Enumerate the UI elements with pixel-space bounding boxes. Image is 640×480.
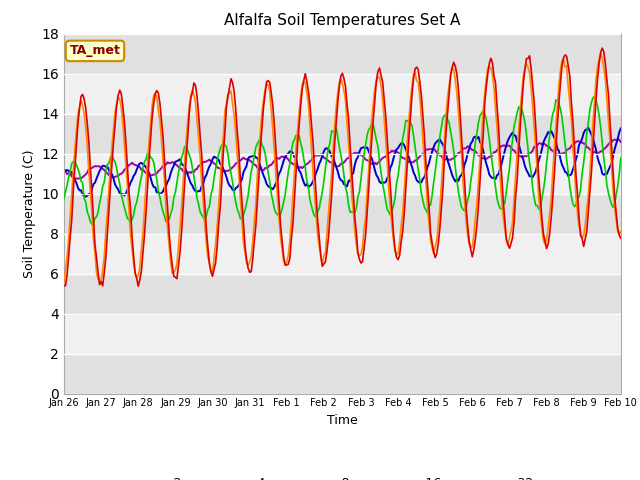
Bar (64, 114, 621, 154)
Bar (64, 73, 621, 114)
Title: Alfalfa Soil Temperatures Set A: Alfalfa Soil Temperatures Set A (224, 13, 461, 28)
Bar (64, 274, 621, 313)
Bar (64, 154, 621, 193)
Bar (64, 354, 621, 394)
Bar (64, 313, 621, 354)
Y-axis label: Soil Temperature (C): Soil Temperature (C) (23, 149, 36, 278)
X-axis label: Time: Time (327, 414, 358, 427)
Legend: -2cm, -4cm, -8cm, -16cm, -32cm: -2cm, -4cm, -8cm, -16cm, -32cm (127, 472, 558, 480)
Bar (64, 34, 621, 73)
Text: TA_met: TA_met (70, 44, 120, 58)
Bar (64, 193, 621, 234)
Bar (64, 234, 621, 274)
